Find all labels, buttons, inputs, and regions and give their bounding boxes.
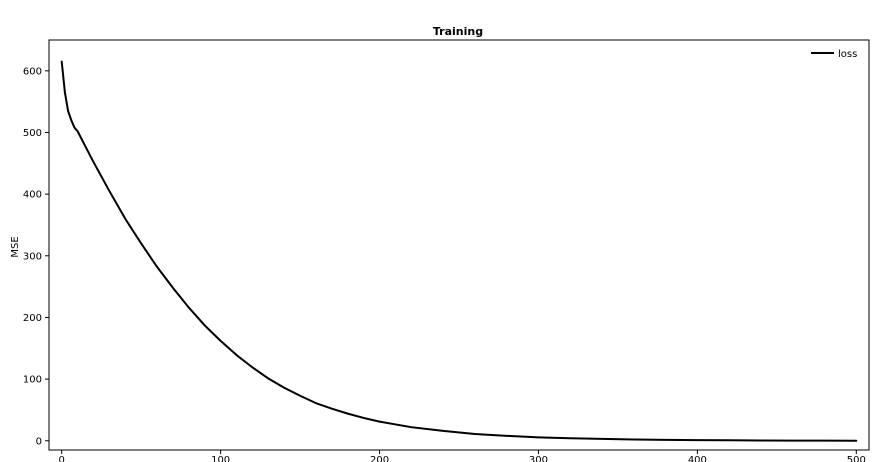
plot-frame [48, 39, 870, 451]
y-tick-label: 0 [36, 436, 42, 447]
ticks-layer: 0 100 200 300 400 500 600 0 100 200 300 400 500 [23, 66, 866, 462]
legend: loss [811, 49, 857, 60]
legend-label-loss: loss [838, 49, 857, 60]
x-tick-label: 500 [847, 455, 866, 462]
x-tick-label: 400 [688, 455, 707, 462]
y-axis-label: MSE [10, 236, 21, 257]
y-tick-label: 500 [23, 128, 42, 139]
series-line-loss [60, 60, 858, 442]
y-tick-label: 600 [23, 66, 42, 77]
y-tick-label: 300 [23, 251, 42, 262]
y-tick-label: 100 [23, 375, 42, 386]
y-tick-label: 400 [23, 190, 42, 201]
x-tick-label: 0 [59, 455, 65, 462]
x-tick-label: 200 [370, 455, 389, 462]
y-tick-label: 200 [23, 313, 42, 324]
series-layer [60, 60, 858, 442]
x-tick-label: 100 [211, 455, 230, 462]
chart-title: Training [433, 25, 483, 38]
x-tick-label: 300 [529, 455, 548, 462]
